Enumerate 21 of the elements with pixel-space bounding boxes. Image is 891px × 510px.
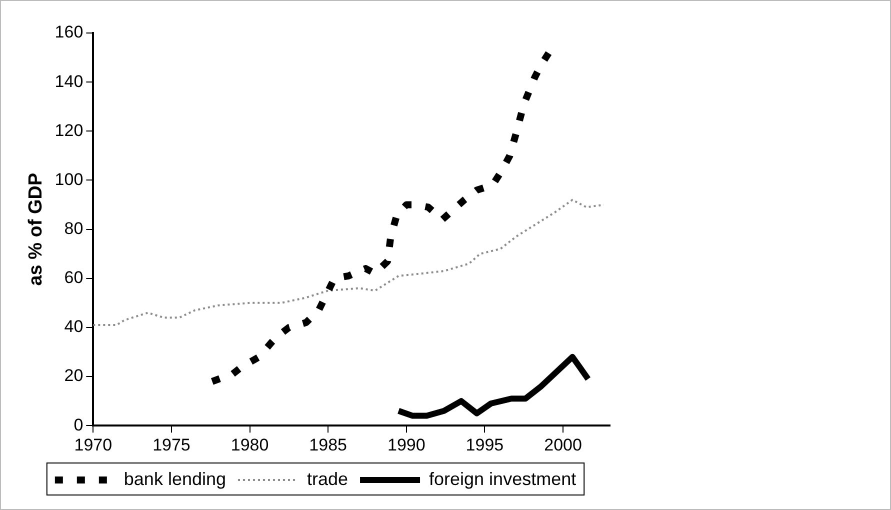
x-tick-label: 1995: [466, 435, 504, 454]
y-tick-label: 40: [64, 317, 84, 336]
legend-label: trade: [306, 468, 348, 489]
y-tick-label: 100: [54, 170, 84, 189]
y-tick-label: 20: [64, 366, 84, 386]
y-tick-label: 120: [54, 120, 84, 140]
y-tick-label: 140: [54, 72, 84, 91]
y-axis-title: as % of GDP: [26, 172, 47, 286]
y-tick-label: 0: [74, 415, 84, 434]
x-tick-label: 1980: [230, 435, 269, 454]
y-tick-label: 80: [64, 218, 84, 238]
y-tick-label: 60: [64, 268, 84, 288]
y-tick-label: 160: [54, 22, 84, 42]
x-tick-label: 2000: [544, 435, 582, 454]
x-tick-label: 1975: [152, 435, 190, 454]
legend-label: bank lending: [124, 468, 226, 489]
legend-label: foreign investment: [429, 468, 576, 489]
x-tick-label: 1985: [309, 435, 348, 454]
x-tick-label: 1990: [387, 435, 426, 454]
line-series: [93, 198, 605, 326]
x-tick-label: 1970: [74, 435, 112, 454]
